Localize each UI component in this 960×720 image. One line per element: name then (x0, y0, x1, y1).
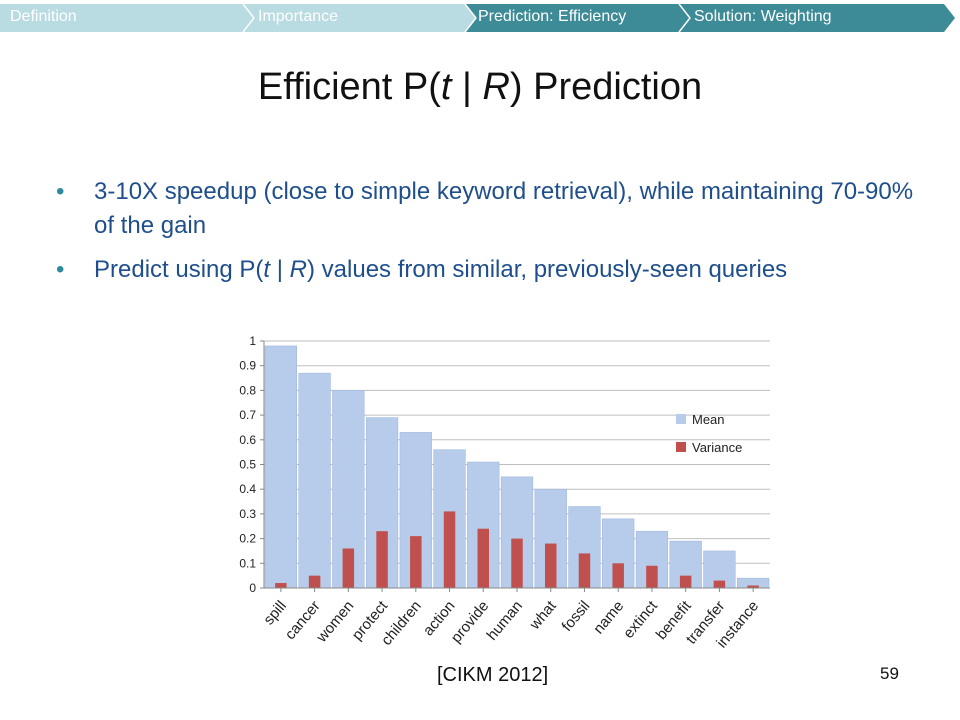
x-tick-label: spill (260, 598, 290, 629)
bullet-dot-icon: • (56, 178, 65, 205)
bar-variance (544, 543, 557, 588)
bar-variance (275, 583, 287, 588)
x-tick-label: provide (448, 598, 493, 647)
y-tick-label: 0.1 (239, 556, 256, 570)
page-number: 59 (880, 664, 899, 683)
nav-tab-label: Importance (258, 8, 339, 25)
bar-variance (410, 536, 422, 588)
nav-tab-prediction-efficiency[interactable] (465, 4, 690, 32)
bar-variance (342, 548, 355, 588)
y-tick-label: 0.5 (239, 458, 256, 472)
nav-tab-definition[interactable] (0, 4, 254, 32)
bar-variance (443, 511, 456, 588)
bullet-list: • 3-10X speedup (close to simple keyword … (56, 175, 936, 297)
slide-title: Efficient P(t | R) Prediction (257, 66, 703, 108)
legend-swatch-variance (676, 442, 686, 452)
y-tick-label: 0.9 (239, 359, 256, 373)
x-tick-label: human (484, 598, 527, 644)
citation: [CIKM 2012] (437, 664, 549, 686)
x-tick-label: what (526, 597, 561, 634)
legend-label: Mean (692, 412, 725, 427)
bar-variance (477, 528, 490, 588)
bar-variance (679, 575, 692, 588)
y-tick-label: 0.6 (239, 433, 256, 447)
nav-tab-label: Prediction: Efficiency (478, 8, 627, 25)
nav-tab-separator (464, 3, 477, 33)
nav-tab-importance[interactable] (243, 4, 476, 32)
y-tick-label: 0.3 (239, 507, 256, 521)
bar-variance (376, 531, 388, 588)
nav-tab-separator (678, 3, 691, 33)
y-tick-label: 0 (249, 581, 256, 595)
legend-label: Variance (692, 440, 742, 455)
y-tick-label: 0.4 (239, 482, 256, 496)
section-nav (0, 3, 955, 33)
legend-swatch-mean (676, 414, 686, 424)
x-tick-label: fossil (559, 598, 594, 635)
bullet-text: 3-10X speedup (close to simple keyword r… (94, 178, 914, 239)
nav-tab-solution-weighting[interactable] (679, 4, 955, 32)
bar-variance (612, 563, 624, 588)
y-tick-label: 1 (249, 334, 256, 348)
bar-variance (308, 575, 321, 588)
nav-tab-separator (242, 3, 255, 33)
nav-tab-label: Solution: Weighting (694, 8, 832, 25)
bullet-item: • 3-10X speedup (close to simple keyword … (56, 175, 936, 243)
bar-variance (747, 585, 759, 588)
bar-variance (578, 553, 591, 588)
y-tick-label: 0.7 (239, 408, 256, 422)
bullet-text: Predict using P(t | R) values from simil… (94, 256, 788, 283)
bar-variance (511, 538, 523, 588)
bullet-dot-icon: • (56, 256, 65, 283)
bar-mean (298, 372, 331, 589)
y-tick-label: 0.2 (239, 532, 256, 546)
y-tick-label: 0.8 (239, 383, 256, 397)
bar-variance (713, 580, 726, 588)
bar-mean (264, 345, 297, 589)
nav-tab-label: Definition (10, 8, 77, 25)
bar-chart: 00.10.20.30.40.50.60.70.80.91spillcancer… (239, 334, 770, 651)
bullet-item: • Predict using P(t | R) values from simi… (56, 253, 936, 287)
bar-variance (646, 565, 658, 588)
